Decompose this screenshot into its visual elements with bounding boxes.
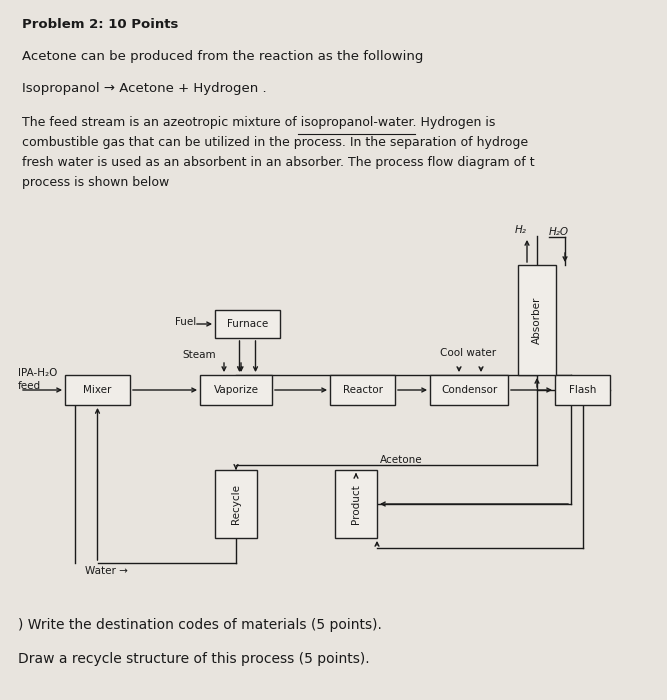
Text: Acetone: Acetone xyxy=(380,455,423,465)
Text: Problem 2: 10 Points: Problem 2: 10 Points xyxy=(22,18,178,31)
Text: Vaporize: Vaporize xyxy=(213,385,259,395)
Text: Isopropanol → Acetone + Hydrogen .: Isopropanol → Acetone + Hydrogen . xyxy=(22,82,267,95)
Text: Mixer: Mixer xyxy=(83,385,111,395)
Text: Fuel: Fuel xyxy=(175,317,196,327)
Bar xyxy=(215,470,257,538)
Text: H₂O: H₂O xyxy=(549,227,569,237)
Bar xyxy=(65,375,130,405)
Text: Recycle: Recycle xyxy=(231,484,241,524)
Text: Condensor: Condensor xyxy=(441,385,497,395)
Text: process is shown below: process is shown below xyxy=(22,176,169,189)
Text: Draw a recycle structure of this process (5 points).: Draw a recycle structure of this process… xyxy=(18,652,370,666)
Text: Flash: Flash xyxy=(569,385,596,395)
Bar xyxy=(200,375,272,405)
Text: Acetone can be produced from the reaction as the following: Acetone can be produced from the reactio… xyxy=(22,50,424,63)
Text: Cool water: Cool water xyxy=(440,348,496,358)
Text: Steam: Steam xyxy=(182,350,215,360)
Text: combustible gas that can be utilized in the process. In the separation of hydrog: combustible gas that can be utilized in … xyxy=(22,136,528,149)
Text: feed: feed xyxy=(18,381,41,391)
Text: fresh water is used as an absorbent in an absorber. The process flow diagram of : fresh water is used as an absorbent in a… xyxy=(22,156,535,169)
Text: Product: Product xyxy=(351,484,361,524)
Bar xyxy=(430,375,508,405)
Bar xyxy=(335,470,377,538)
Text: Furnace: Furnace xyxy=(227,319,268,329)
Bar xyxy=(555,375,610,405)
Text: ) Write the destination codes of materials (5 points).: ) Write the destination codes of materia… xyxy=(18,618,382,632)
Text: H₂: H₂ xyxy=(515,225,527,235)
Bar xyxy=(330,375,395,405)
Text: Absorber: Absorber xyxy=(532,296,542,344)
Text: Water →: Water → xyxy=(85,566,128,576)
Bar xyxy=(215,310,280,338)
Text: IPA-H₂O: IPA-H₂O xyxy=(18,368,57,378)
Text: Reactor: Reactor xyxy=(342,385,382,395)
Bar xyxy=(518,265,556,375)
Text: The feed stream is an azeotropic mixture of isopropanol-water. Hydrogen is: The feed stream is an azeotropic mixture… xyxy=(22,116,496,129)
